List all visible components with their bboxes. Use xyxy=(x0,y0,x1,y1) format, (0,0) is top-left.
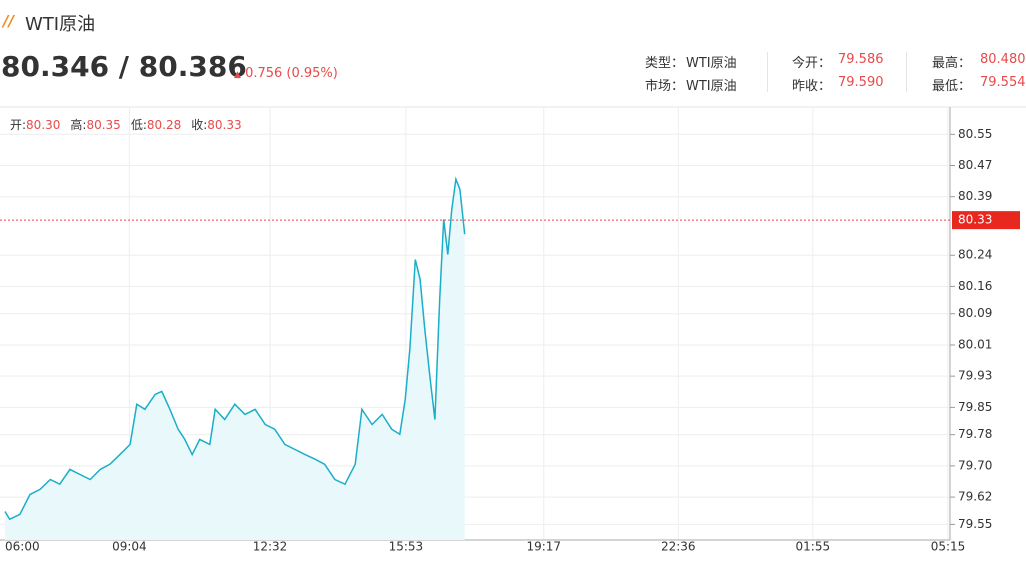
info-label: 市场： xyxy=(645,79,685,94)
ohlc-label: 收: xyxy=(191,118,208,132)
ohlc-value: 80.33 xyxy=(207,118,242,132)
x-tick-label: 09:04 xyxy=(112,540,147,554)
current-box xyxy=(952,211,1020,230)
y-tick-label: 80.01 xyxy=(958,337,992,351)
y-tick-label: 80.47 xyxy=(958,158,992,172)
info-value: 79.554 xyxy=(980,75,1026,90)
change-text: 0.756 (0.95%) xyxy=(245,66,338,81)
y-tick-label: 80.24 xyxy=(958,248,992,262)
y-tick-label: 79.78 xyxy=(958,427,992,441)
info-label: 类型： xyxy=(645,56,685,71)
price: 80.346 / 80.386 xyxy=(1,50,247,83)
info-value: 79.590 xyxy=(838,75,884,90)
icon: // xyxy=(3,12,14,30)
info-label: 昨收： xyxy=(792,79,832,94)
area-fill xyxy=(5,179,465,540)
y-tick-label: 79.62 xyxy=(958,490,992,504)
x-tick-label: 22:36 xyxy=(661,540,696,554)
price-line xyxy=(4,176,466,521)
x-tick-label: 12:32 xyxy=(253,540,288,554)
separator xyxy=(906,52,907,92)
info-label: 最低： xyxy=(932,79,972,94)
ohlc-label: 开: xyxy=(10,118,27,132)
info-label: 今开： xyxy=(792,56,832,71)
info-value: 80.480 xyxy=(980,52,1026,67)
ohlc-label: 低: xyxy=(130,118,147,132)
ohlc-value: 80.28 xyxy=(146,118,182,132)
info-value: WTI原油 xyxy=(686,56,737,71)
x-tick-label: 01:55 xyxy=(796,540,831,554)
y-tick-label: 80.09 xyxy=(958,306,992,320)
y-tick-label: 79.85 xyxy=(958,400,992,414)
x-tick-label: 19:17 xyxy=(526,540,561,554)
ohlc-value: 80.35 xyxy=(86,118,121,132)
y-tick-label: 80.55 xyxy=(958,127,992,141)
info-value: 79.586 xyxy=(838,52,884,67)
info-value: WTI原油 xyxy=(686,79,737,94)
current-label: 80.33 xyxy=(958,213,992,227)
y-tick-label: 79.70 xyxy=(958,458,992,472)
ohlc: 开:80.30 高:80.35 低:80.28 收:80.33 xyxy=(10,116,252,133)
x-tick-label: 06:00 xyxy=(5,540,40,554)
x-tick-label: 05:15 xyxy=(931,540,966,554)
y-tick-label: 80.39 xyxy=(958,189,992,203)
change: ▲ 0.756 (0.95%) xyxy=(234,66,338,81)
ohlc-label: 高: xyxy=(70,118,87,132)
info-label: 最高： xyxy=(932,56,972,71)
title: WTI原油 xyxy=(25,14,96,35)
x-tick-label: 15:53 xyxy=(389,540,424,554)
y-tick-label: 80.16 xyxy=(958,279,992,293)
y-tick-label: 79.93 xyxy=(958,369,992,383)
separator xyxy=(767,52,768,92)
ohlc-value: 80.30 xyxy=(26,118,61,132)
y-tick-label: 79.55 xyxy=(958,517,992,531)
